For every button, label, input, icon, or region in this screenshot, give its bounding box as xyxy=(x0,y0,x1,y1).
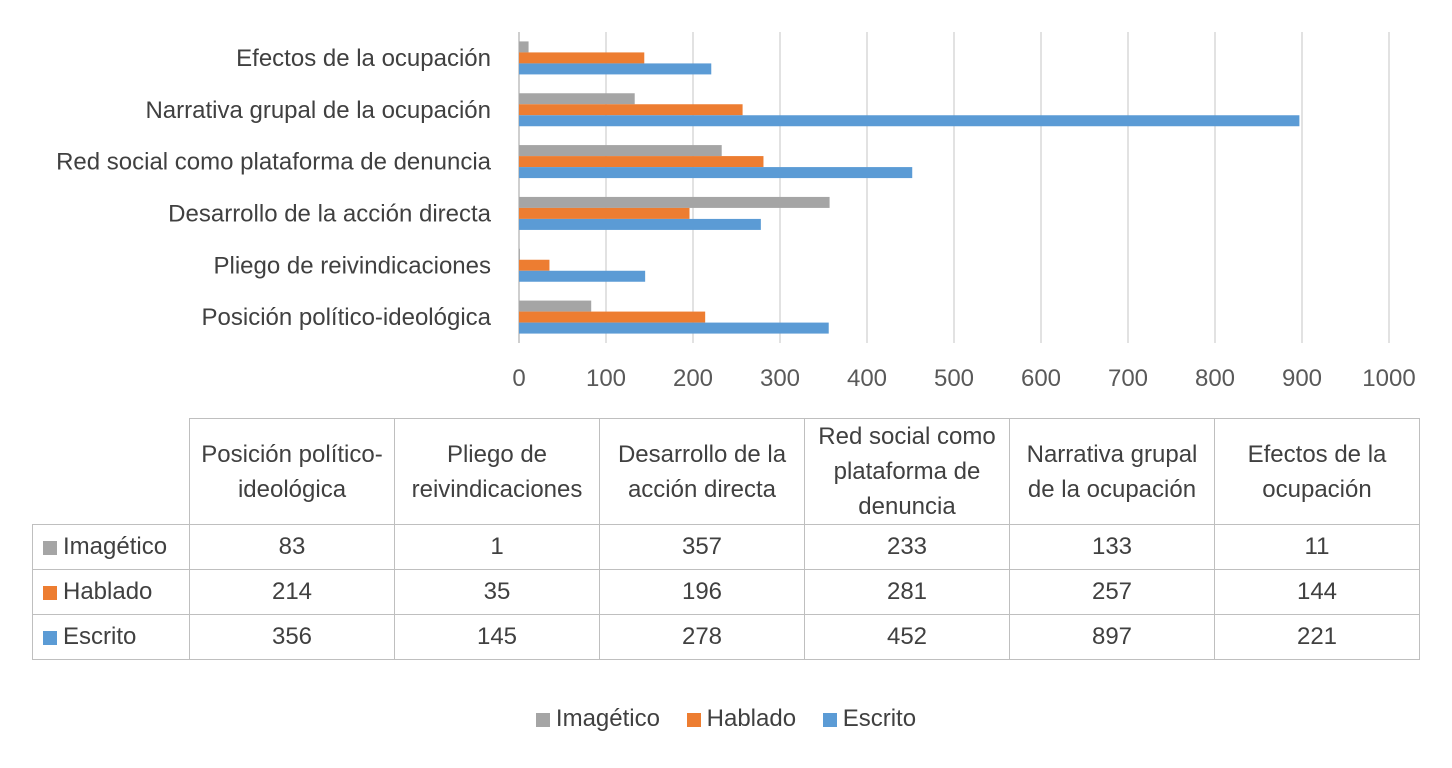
legend-swatch xyxy=(535,713,550,727)
legend-item: Imagético xyxy=(535,705,660,733)
x-tick-label: 500 xyxy=(934,365,974,392)
bar-imagético xyxy=(519,41,529,53)
table-row-header: Escrito xyxy=(32,614,190,660)
legend-label: Imagético xyxy=(555,705,660,732)
x-tick-label: 100 xyxy=(586,365,626,392)
chart-legend: Imagético Hablado Escrito xyxy=(0,705,1452,733)
legend-label: Hablado xyxy=(706,705,797,732)
table-cell: 11 xyxy=(1214,524,1420,570)
data-table: Posición político-ideológica Pliego de r… xyxy=(32,418,1420,660)
table-row: Imagético 83 1 357 233 133 11 xyxy=(32,524,1420,570)
category-label: Red social como plataforma de denuncia xyxy=(56,149,492,176)
category-label: Desarrollo de la acción directa xyxy=(168,200,491,227)
bar-hablado xyxy=(519,104,743,116)
x-tick-label: 900 xyxy=(1282,365,1322,392)
bar-imagético xyxy=(519,145,722,157)
table-cell: 1 xyxy=(394,524,600,570)
table-header: Posición político-ideológica xyxy=(189,418,395,525)
table-cell: 196 xyxy=(599,569,805,615)
category-label: Posición político-ideológica xyxy=(202,304,492,331)
table-cell: 356 xyxy=(189,614,395,660)
table-header: Efectos de la ocupación xyxy=(1214,418,1420,525)
x-tick-label: 600 xyxy=(1021,365,1061,392)
row-label: Imagético xyxy=(63,533,168,560)
bar-escrito xyxy=(519,270,646,282)
bar-hablado xyxy=(519,52,645,64)
legend-key-escrito xyxy=(43,631,57,645)
table-cell: 214 xyxy=(189,569,395,615)
x-tick-label: 200 xyxy=(673,365,713,392)
legend-key-hablado xyxy=(43,586,57,600)
table-row-header: Hablado xyxy=(32,569,190,615)
legend-item: Hablado xyxy=(686,705,797,733)
bar-hablado xyxy=(519,207,690,219)
table-header: Desarrollo de la acción directa xyxy=(599,418,805,525)
bar-imagético xyxy=(519,248,520,260)
bar-imagético xyxy=(519,93,635,105)
bar-chart: 0 100 200 300 400 500 600 700 800 900 1000 Posición… xyxy=(56,32,1416,392)
bar-escrito xyxy=(519,167,913,179)
x-tick-label: 0 xyxy=(512,365,525,392)
category-label: Efectos de la ocupación xyxy=(236,45,491,72)
x-tick-label: 400 xyxy=(847,365,887,392)
legend-label: Escrito xyxy=(842,705,917,732)
table-cell: 35 xyxy=(394,569,600,615)
table-row: Escrito 356 145 278 452 897 221 xyxy=(32,614,1420,660)
legend-swatch xyxy=(686,713,701,727)
bar-hablado xyxy=(519,156,764,168)
table-cell: 452 xyxy=(804,614,1010,660)
bar-escrito xyxy=(519,322,829,334)
x-tick-label: 800 xyxy=(1195,365,1235,392)
legend-key-imagetico xyxy=(43,541,57,555)
table-cell: 83 xyxy=(189,524,395,570)
table-row: Hablado 214 35 196 281 257 144 xyxy=(32,569,1420,615)
category-label: Narrativa grupal de la ocupación xyxy=(145,97,491,124)
legend-swatch xyxy=(822,713,837,727)
table-cell: 221 xyxy=(1214,614,1420,660)
table-header: Pliego de reivindicaciones xyxy=(394,418,600,525)
legend-item: Escrito xyxy=(822,705,917,733)
bar-hablado xyxy=(519,311,706,323)
table-cell: 281 xyxy=(804,569,1010,615)
table-cell: 357 xyxy=(599,524,805,570)
bar-hablado xyxy=(519,259,550,271)
bar-imagético xyxy=(519,300,592,312)
row-label: Hablado xyxy=(63,578,153,605)
table-header: Red social como plataforma de denuncia xyxy=(804,418,1010,525)
bar-escrito xyxy=(519,115,1300,127)
table-cell: 133 xyxy=(1009,524,1215,570)
table-header: Narrativa grupal de la ocupación xyxy=(1009,418,1215,525)
x-tick-label: 1000 xyxy=(1362,365,1415,392)
x-tick-label: 700 xyxy=(1108,365,1148,392)
table-row-header: Imagético xyxy=(32,524,190,570)
table-cell: 257 xyxy=(1009,569,1215,615)
bar-imagético xyxy=(519,196,830,208)
bar-escrito xyxy=(519,218,761,230)
table-cell: 278 xyxy=(599,614,805,660)
table-cell: 233 xyxy=(804,524,1010,570)
category-label: Pliego de reivindicaciones xyxy=(214,252,492,279)
table-header-row: Posición político-ideológica Pliego de r… xyxy=(32,418,1420,525)
table-corner xyxy=(32,418,190,525)
row-label: Escrito xyxy=(63,623,137,650)
table-cell: 144 xyxy=(1214,569,1420,615)
bar-escrito xyxy=(519,63,712,75)
table-cell: 897 xyxy=(1009,614,1215,660)
x-tick-label: 300 xyxy=(760,365,800,392)
table-cell: 145 xyxy=(394,614,600,660)
